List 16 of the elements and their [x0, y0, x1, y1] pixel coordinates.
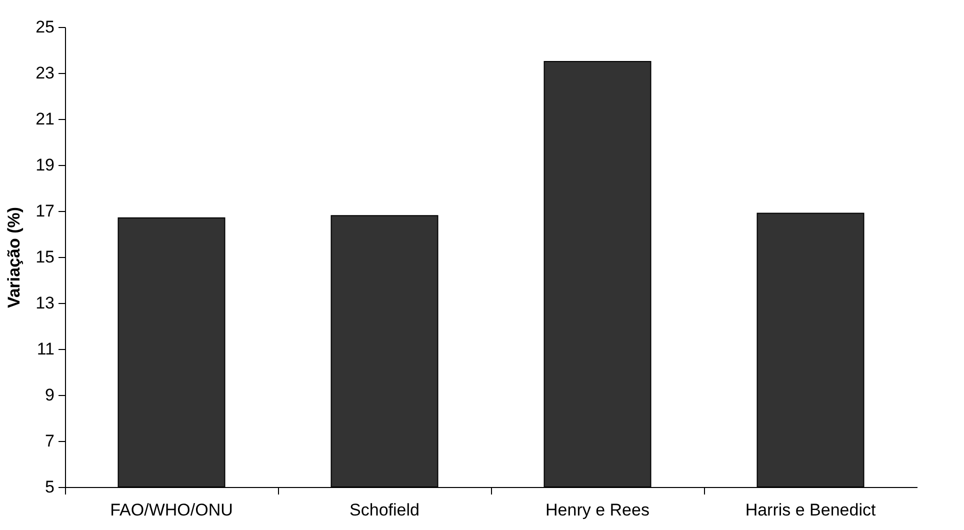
y-tick-label: 19 — [36, 156, 54, 174]
x-tick-label: Schofield — [350, 500, 420, 520]
y-tick-label: 13 — [36, 294, 54, 312]
y-tick-label: 9 — [45, 386, 54, 404]
y-tick-label: 25 — [36, 18, 54, 36]
y-tick-label: 23 — [36, 64, 54, 82]
y-tick-label: 11 — [36, 340, 54, 358]
x-tick-label: Henry e Rees — [546, 500, 650, 520]
y-axis-title: Variação (%) — [4, 206, 24, 308]
x-tick-label: Harris e Benedict — [745, 500, 876, 520]
y-tick-label: 15 — [36, 248, 54, 266]
y-tick-label: 5 — [45, 478, 54, 496]
x-tick-label: FAO/WHO/ONU — [110, 500, 233, 520]
y-tick-label: 7 — [45, 432, 54, 450]
y-tick-label: 21 — [36, 110, 54, 128]
y-tick-label: 17 — [36, 202, 54, 220]
